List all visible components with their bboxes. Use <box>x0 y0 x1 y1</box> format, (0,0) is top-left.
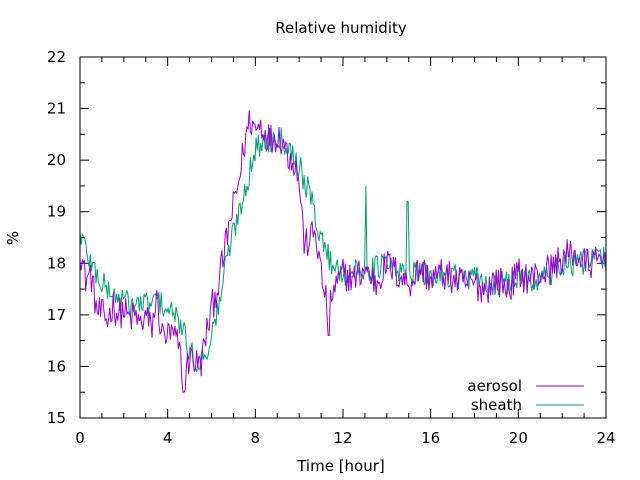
x-tick-label: 8 <box>251 429 261 447</box>
x-tick-label: 16 <box>421 429 440 447</box>
series-line-aerosol <box>80 110 606 393</box>
chart-title: Relative humidity <box>275 19 407 37</box>
y-tick-label: 21 <box>47 100 66 118</box>
series-line-sheath <box>80 127 606 372</box>
y-tick-label: 17 <box>47 306 66 324</box>
legend-label-sheath: sheath <box>471 396 522 414</box>
y-tick-label: 19 <box>47 203 66 221</box>
x-tick-label: 12 <box>333 429 352 447</box>
y-tick-label: 15 <box>47 409 66 427</box>
tick-layer: 15 16 17 18 19 20 21 22 0 4 8 12 16 20 24 <box>47 48 616 447</box>
y-tick-label: 16 <box>47 357 66 375</box>
y-tick-label: 22 <box>47 48 66 66</box>
y-axis-label: % <box>4 231 22 245</box>
x-tick-label: 20 <box>509 429 528 447</box>
x-axis-label: Time [hour] <box>296 457 385 475</box>
plot-frame <box>79 56 607 419</box>
legend-label-aerosol: aerosol <box>467 377 522 395</box>
y-tick-label: 18 <box>47 254 66 272</box>
x-tick-label: 4 <box>163 429 173 447</box>
x-tick-label: 0 <box>75 429 85 447</box>
y-tick-label: 20 <box>47 151 66 169</box>
x-tick-label: 24 <box>596 429 615 447</box>
series-layer <box>80 110 606 393</box>
